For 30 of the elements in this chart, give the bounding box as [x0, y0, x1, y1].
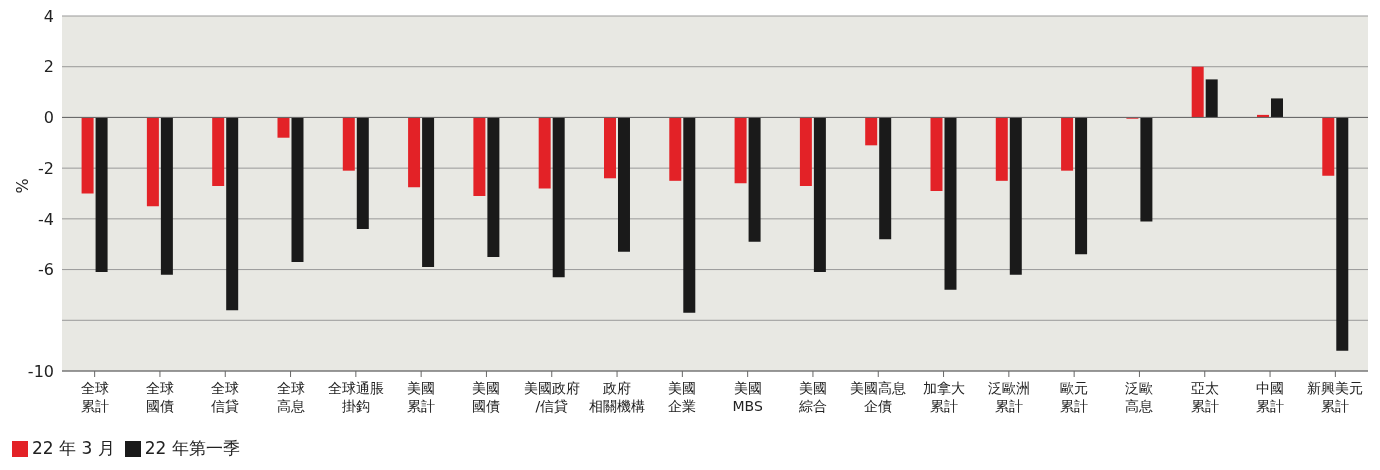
y-tick-label: 4 [43, 6, 54, 26]
x-tick-label: 加拿大累計 [922, 380, 965, 414]
x-tick-label: 歐元累計 [1060, 380, 1089, 414]
x-tick-label: 亞太累計 [1190, 380, 1219, 414]
x-tick-label: 全球高息 [276, 380, 305, 414]
x-tick-label: 美國累計 [407, 380, 436, 414]
x-tick-label: 政府相關機構 [589, 380, 646, 414]
y-tick-label: -2 [38, 158, 54, 178]
y-tick-label: 0 [43, 108, 54, 128]
x-tick-label: 美國國債 [472, 380, 501, 414]
x-tick-label: 美國MBS [732, 380, 763, 414]
x-tick-label: 美國高息企債 [850, 380, 907, 414]
y-axis-title: % [12, 178, 32, 194]
x-tick-label: 泛歐高息 [1125, 380, 1154, 414]
x-tick-label: 泛歐洲累計 [987, 380, 1030, 414]
y-tick-label: -6 [38, 260, 54, 280]
x-tick-label: 全球通脹掛鈎 [327, 380, 384, 414]
x-tick-label: 中國累計 [1256, 380, 1285, 414]
legend-label: 22 年第一季 [144, 438, 240, 458]
x-tick-label: 新興美元累計 [1307, 380, 1364, 414]
x-tick-label: 全球國債 [145, 380, 174, 414]
y-tick-label: -4 [38, 209, 54, 229]
x-tick-label: 全球累計 [80, 380, 109, 414]
y-tick-label: -10 [27, 361, 54, 381]
x-tick-label: 美國政府/信貸 [523, 380, 580, 414]
x-tick-label: 全球信貸 [211, 380, 240, 414]
x-tick-label: 美國企業 [668, 380, 697, 414]
x-tick-label: 美國綜合 [797, 380, 827, 414]
legend-label: 22 年 3 月 [32, 438, 115, 458]
y-tick-label: 2 [43, 57, 54, 77]
